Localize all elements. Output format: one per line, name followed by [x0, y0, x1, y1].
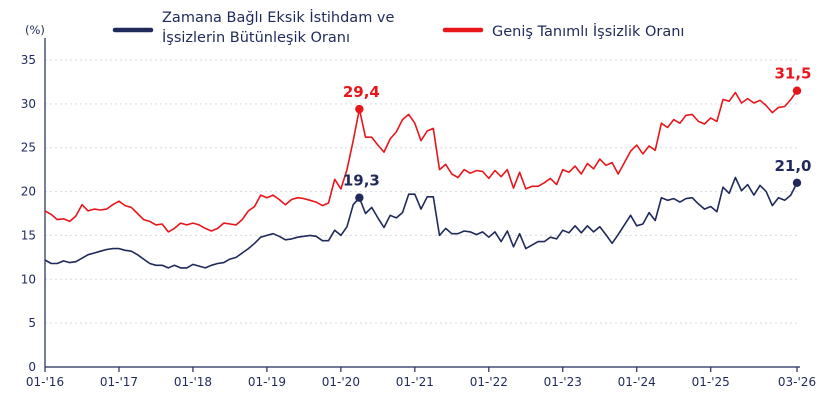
x-tick-label: 01-'16 [26, 375, 64, 389]
annotation-label: 19,3 [343, 172, 380, 190]
y-tick-label: 10 [21, 272, 36, 286]
y-tick-label: 0 [28, 360, 36, 374]
legend-label-0: Zamana Bağlı Eksik İstihdam ve [162, 8, 395, 26]
annotation-label: 21,0 [774, 157, 811, 175]
series-line-1 [44, 90, 798, 233]
annotation-point [355, 104, 364, 114]
x-tick-label: 01-'18 [174, 375, 212, 389]
y-unit-label: (%) [25, 23, 45, 37]
annotations: 29,4 19,3 31,5 21,0 [343, 65, 812, 202]
annotation-label: 31,5 [774, 65, 811, 83]
y-tick-label: 35 [21, 53, 36, 67]
x-tick-label: 01-'17 [100, 375, 138, 389]
annotation-point [355, 193, 364, 202]
y-tick-label: 30 [21, 97, 36, 111]
gridlines [45, 59, 797, 324]
x-tick-label: 01-'24 [618, 375, 656, 389]
annotation-point [792, 86, 802, 95]
legend-label-1: Geniş Tanımlı İşsizlik Oranı [492, 22, 684, 40]
y-tick-label: 20 [21, 185, 36, 199]
y-tick-label: 15 [21, 228, 36, 242]
legend: Zamana Bağlı Eksik İstihdam ve İşsizlerin… [112, 8, 684, 46]
x-tick-label: 01-'22 [470, 375, 508, 389]
series-line-0 [44, 176, 798, 269]
axes: 0 5 10 15 20 25 30 35 (%) 01-'16 01-'17 01-'18 01-'1… [21, 23, 816, 389]
y-tick-label: 5 [28, 316, 36, 330]
x-tick-label: 01-'25 [692, 375, 730, 389]
x-tick-label: 01-'23 [544, 375, 582, 389]
x-tick-label: 03-'26 [778, 375, 816, 389]
series-lines [44, 90, 798, 269]
x-tick-label: 01-'20 [322, 375, 360, 389]
x-tick-label: 01-'19 [248, 375, 286, 389]
y-tick-label: 25 [21, 141, 36, 155]
annotation-point [792, 178, 802, 187]
x-tick-label: 01-'21 [396, 375, 434, 389]
annotation-label: 29,4 [343, 83, 380, 101]
legend-label-0: İşsizlerin Bütünleşik Oranı [162, 28, 350, 46]
